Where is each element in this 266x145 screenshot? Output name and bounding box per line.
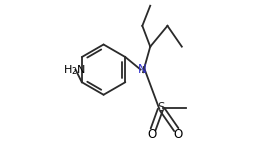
Text: O: O bbox=[173, 128, 182, 142]
Text: O: O bbox=[148, 128, 157, 142]
Text: H$_2$N: H$_2$N bbox=[63, 63, 86, 77]
Text: S: S bbox=[157, 101, 165, 114]
Text: N: N bbox=[138, 63, 147, 76]
